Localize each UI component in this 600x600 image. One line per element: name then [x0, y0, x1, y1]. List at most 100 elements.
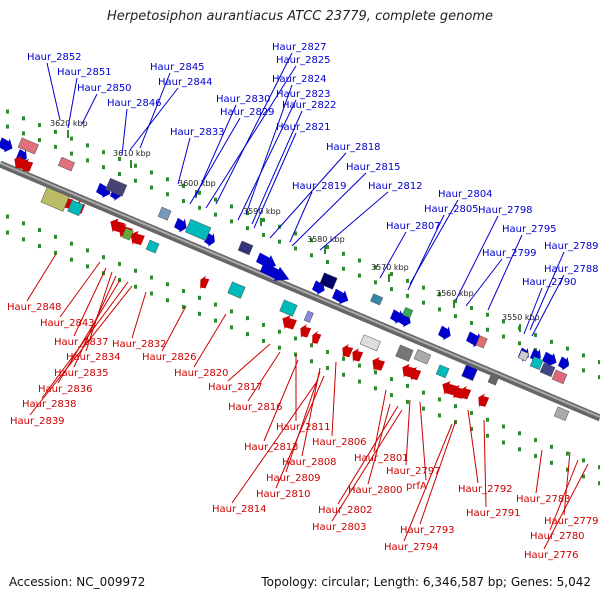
reverse-gene-label[interactable]: Haur_2808	[282, 457, 337, 468]
reverse-gene-label[interactable]: Haur_2848	[7, 302, 62, 313]
reverse-gene-arrow[interactable]	[127, 229, 146, 248]
reverse-gene-arrow[interactable]	[19, 157, 34, 175]
reverse-gene-label[interactable]: Haur_2802	[318, 505, 373, 516]
forward-gene-label[interactable]: Haur_2829	[220, 107, 275, 118]
cog-box[interactable]	[359, 334, 381, 352]
forward-gene-label[interactable]: Haur_2788	[544, 264, 599, 275]
reverse-gene-label[interactable]: Haur_2776	[524, 550, 579, 561]
cog-box[interactable]	[319, 272, 338, 290]
forward-gene-arrow[interactable]	[255, 251, 279, 273]
cog-box[interactable]	[237, 240, 254, 256]
reverse-gene-label[interactable]: Haur_2843	[40, 318, 95, 329]
reverse-gene-label[interactable]: Haur_2794	[384, 542, 439, 553]
forward-gene-label[interactable]: Haur_2845	[150, 62, 205, 73]
reverse-gene-arrow[interactable]	[339, 342, 354, 360]
cog-box[interactable]	[105, 177, 128, 197]
reverse-gene-arrow[interactable]	[457, 384, 472, 402]
reverse-gene-label[interactable]: Haur_2792	[458, 484, 513, 495]
cog-box[interactable]	[145, 239, 160, 254]
cog-box[interactable]	[553, 406, 570, 421]
forward-gene-label[interactable]: Haur_2804	[438, 189, 493, 200]
cog-box[interactable]	[487, 372, 500, 386]
reverse-gene-arrow[interactable]	[279, 313, 298, 332]
cog-box[interactable]	[40, 186, 70, 212]
cog-box[interactable]	[121, 227, 134, 241]
reverse-gene-label[interactable]: Haur_2806	[312, 437, 367, 448]
reverse-gene-label[interactable]: Haur_2820	[174, 368, 229, 379]
reverse-gene-label[interactable]: Haur_2836	[38, 384, 93, 395]
forward-gene-arrow[interactable]	[557, 355, 572, 373]
reverse-gene-arrow[interactable]	[349, 347, 364, 365]
forward-gene-label[interactable]: Haur_2798	[478, 205, 533, 216]
forward-gene-label[interactable]: Haur_2844	[158, 77, 213, 88]
cog-box[interactable]	[279, 299, 298, 317]
forward-gene-label[interactable]: Haur_2818	[326, 142, 381, 153]
forward-gene-label[interactable]: Haur_2822	[282, 100, 337, 111]
reverse-gene-label[interactable]: Haur_2809	[266, 473, 321, 484]
reverse-gene-label[interactable]: Haur_2838	[22, 399, 77, 410]
reverse-gene-label[interactable]: Haur_2813	[244, 442, 299, 453]
forward-gene-label[interactable]: Haur_2830	[216, 94, 271, 105]
reverse-gene-label[interactable]: Haur_2826	[142, 352, 197, 363]
cog-box[interactable]	[17, 137, 39, 155]
forward-gene-arrow[interactable]	[541, 350, 560, 369]
forward-gene-label[interactable]: Haur_2852	[27, 52, 82, 63]
cog-box[interactable]	[529, 356, 544, 371]
cog-box[interactable]	[303, 310, 314, 323]
cog-box[interactable]	[551, 369, 568, 385]
reverse-gene-arrow[interactable]	[197, 274, 210, 291]
reverse-gene-label[interactable]: Haur_2811	[276, 422, 331, 433]
cog-box[interactable]	[413, 349, 432, 365]
forward-gene-label[interactable]: Haur_2827	[272, 42, 327, 53]
reverse-gene-label[interactable]: Haur_2817	[208, 382, 263, 393]
reverse-gene-label[interactable]: Haur_2783	[516, 494, 571, 505]
forward-gene-label[interactable]: Haur_2824	[272, 74, 327, 85]
forward-gene-label[interactable]: Haur_2846	[107, 98, 162, 109]
reverse-gene-label[interactable]: Haur_2835	[54, 368, 109, 379]
forward-gene-label[interactable]: Haur_2823	[276, 89, 331, 100]
cog-box[interactable]	[184, 218, 212, 241]
forward-gene-label[interactable]: Haur_2812	[368, 181, 423, 192]
forward-gene-label[interactable]: Haur_2833	[170, 127, 225, 138]
forward-gene-label[interactable]: Haur_2805	[424, 204, 479, 215]
forward-gene-label[interactable]: Haur_2825	[276, 55, 331, 66]
cog-box[interactable]	[435, 364, 450, 379]
cog-box[interactable]	[475, 335, 488, 349]
forward-gene-label[interactable]: Haur_2819	[292, 181, 347, 192]
cog-box[interactable]	[518, 350, 530, 362]
forward-gene-arrow[interactable]	[259, 260, 292, 286]
forward-gene-label[interactable]: Haur_2789	[544, 241, 599, 252]
forward-gene-label[interactable]: Haur_2795	[502, 224, 557, 235]
cog-box[interactable]	[461, 364, 478, 381]
cog-box[interactable]	[402, 307, 414, 319]
cog-box[interactable]	[539, 362, 556, 378]
cog-box[interactable]	[370, 293, 384, 306]
cog-box[interactable]	[57, 156, 75, 172]
cog-box[interactable]	[395, 344, 414, 362]
reverse-gene-label[interactable]: Haur_2793	[400, 525, 455, 536]
forward-gene-label[interactable]: Haur_2790	[522, 277, 577, 288]
forward-gene-arrow[interactable]	[173, 216, 190, 234]
forward-gene-label[interactable]: Haur_2815	[346, 162, 401, 173]
reverse-gene-label[interactable]: Haur_2814	[212, 504, 267, 515]
reverse-gene-arrow[interactable]	[407, 365, 422, 383]
forward-gene-label[interactable]: Haur_2799	[482, 248, 537, 259]
reverse-gene-arrow[interactable]	[297, 323, 312, 341]
reverse-gene-label[interactable]: Haur_2791	[466, 508, 521, 519]
reverse-gene-label[interactable]: Haur_2832	[112, 339, 167, 350]
cog-box[interactable]	[227, 281, 246, 299]
reverse-gene-arrow[interactable]	[369, 355, 386, 373]
reverse-gene-label[interactable]: Haur_2837	[54, 337, 109, 348]
reverse-gene-label[interactable]: Haur_2810	[256, 489, 311, 500]
reverse-gene-label[interactable]: Haur_2834	[66, 352, 121, 363]
forward-gene-label[interactable]: Haur_2850	[77, 83, 132, 94]
reverse-gene-label[interactable]: Haur_2816	[228, 402, 283, 413]
forward-gene-arrow[interactable]	[331, 287, 352, 307]
reverse-gene-label[interactable]: Haur_2803	[312, 522, 367, 533]
reverse-gene-label[interactable]: Haur_2780	[530, 531, 585, 542]
reverse-gene-label[interactable]: Haur_2801	[354, 453, 409, 464]
reverse-gene-label[interactable]: prfA	[406, 481, 427, 492]
forward-gene-label[interactable]: Haur_2851	[57, 67, 112, 78]
reverse-gene-label[interactable]: Haur_2839	[10, 416, 65, 427]
cog-box[interactable]	[67, 199, 84, 217]
